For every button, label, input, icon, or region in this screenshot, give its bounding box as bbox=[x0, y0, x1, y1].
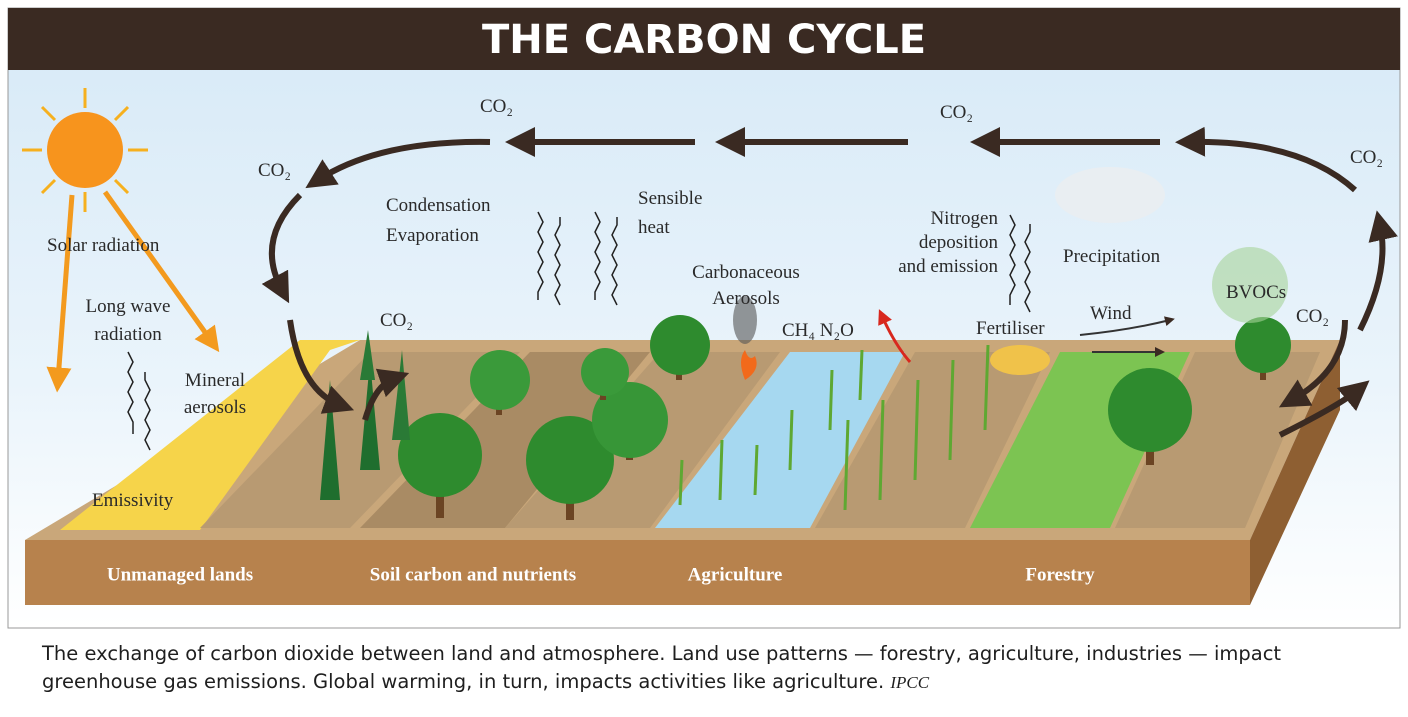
label-line: Carbonaceous bbox=[692, 262, 800, 283]
label-line: BVOCs bbox=[1226, 282, 1286, 303]
title: THE CARBON CYCLE bbox=[482, 17, 926, 63]
label-line: Wind bbox=[1090, 303, 1132, 324]
label-line: CH₄ N₂O bbox=[782, 320, 854, 341]
label: CH₄ N₂O bbox=[782, 320, 854, 341]
label-line: and emission bbox=[898, 256, 998, 277]
label-line: CO₂ bbox=[480, 96, 513, 117]
land-use-label: Soil carbon and nutrients bbox=[370, 564, 576, 585]
label-line: Evaporation bbox=[386, 225, 479, 246]
label: Wind bbox=[1090, 303, 1132, 324]
label-line: Condensation bbox=[386, 195, 491, 216]
label-line: CO₂ bbox=[1296, 306, 1329, 327]
label-line: Long wave bbox=[86, 296, 171, 317]
label-line: CO₂ bbox=[380, 310, 413, 331]
label-line: CO₂ bbox=[258, 160, 291, 181]
label-line: Sensible bbox=[638, 188, 702, 209]
label-line: radiation bbox=[94, 324, 162, 345]
land-use-label: Forestry bbox=[1025, 564, 1095, 585]
label-line: deposition bbox=[919, 232, 999, 253]
label: BVOCs bbox=[1226, 282, 1286, 303]
diagram: THE CARBON CYCLE bbox=[0, 0, 1408, 717]
label-line: Solar radiation bbox=[47, 235, 160, 256]
label: CO₂ bbox=[258, 160, 291, 181]
label-line: Mineral bbox=[185, 370, 245, 391]
label: CO₂ bbox=[1296, 306, 1329, 327]
label-line: heat bbox=[638, 217, 670, 238]
land-use-label: Agriculture bbox=[688, 564, 783, 585]
label: CO₂ bbox=[1350, 147, 1383, 168]
label-line: Fertiliser bbox=[976, 318, 1045, 339]
caption-source: IPCC bbox=[890, 673, 929, 692]
label-line: Nitrogen bbox=[930, 208, 998, 229]
label-line: CO₂ bbox=[1350, 147, 1383, 168]
label-line: Emissivity bbox=[92, 490, 174, 511]
land-use-label: Unmanaged lands bbox=[107, 564, 253, 585]
label-line: CO₂ bbox=[940, 102, 973, 123]
label: CO₂ bbox=[380, 310, 413, 331]
label: CO₂ bbox=[940, 102, 973, 123]
cloud bbox=[1055, 167, 1165, 223]
fertiliser-pile bbox=[990, 345, 1050, 375]
label-line: Precipitation bbox=[1063, 246, 1161, 267]
label: Fertiliser bbox=[976, 318, 1045, 339]
label-line: aerosols bbox=[184, 397, 246, 418]
label: Precipitation bbox=[1063, 246, 1161, 267]
label: CO₂ bbox=[480, 96, 513, 117]
infographic: THE CARBON CYCLE bbox=[0, 0, 1408, 717]
label: Solar radiation bbox=[47, 235, 160, 256]
caption: The exchange of carbon dioxide between l… bbox=[42, 640, 1382, 697]
caption-text: The exchange of carbon dioxide between l… bbox=[42, 642, 1281, 693]
label-line: Aerosols bbox=[712, 288, 780, 309]
label: Emissivity bbox=[92, 490, 174, 511]
